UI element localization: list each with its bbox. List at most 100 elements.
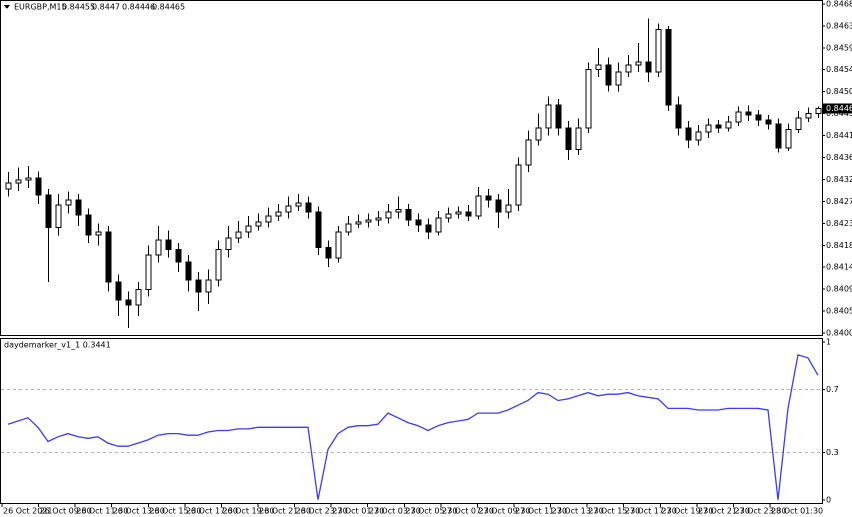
candle-body	[315, 211, 322, 249]
candle-body	[535, 127, 542, 141]
header-open: 0.84455	[62, 3, 95, 12]
x-tick-label: 26 Oct 2021	[3, 507, 52, 516]
y-tick-label: 0.84095	[826, 285, 852, 294]
candle-body	[505, 204, 512, 213]
candle-body	[365, 219, 372, 223]
x-tick-label: 27 Oct 05:30	[405, 507, 457, 516]
candle-body	[165, 239, 172, 251]
y-tick-label: 0.7	[826, 385, 839, 394]
x-tick-label: 27 Oct 13:30	[552, 507, 604, 516]
candle-body	[815, 108, 822, 115]
candle-body	[555, 104, 562, 129]
candle-body	[235, 231, 242, 239]
candle-body	[465, 211, 472, 217]
candle-body	[115, 281, 122, 301]
y-tick-label: 0.84545	[826, 65, 852, 74]
x-tick-label: 27 Oct 03:30	[369, 507, 421, 516]
candle-body	[565, 127, 572, 151]
candle-body	[445, 213, 452, 219]
x-tick-label: 27 Oct 23:30	[734, 507, 786, 516]
candle-body	[655, 29, 662, 73]
header-close: 0.84465	[152, 3, 185, 12]
x-tick-label: 26 Oct 11:30	[76, 507, 128, 516]
candle-body	[775, 123, 782, 149]
candle-body	[25, 177, 32, 181]
candle-body	[335, 231, 342, 259]
candle-body	[375, 217, 382, 221]
candle-body	[435, 217, 442, 233]
x-tick-label: 27 Oct 19:30	[661, 507, 713, 516]
x-tick-label: 26 Oct 13:30	[113, 507, 165, 516]
menu-triangle[interactable]	[4, 5, 10, 9]
candle-body	[785, 129, 792, 149]
candle-body	[355, 221, 362, 225]
candle-body	[245, 225, 252, 233]
x-tick-label: 27 Oct 09:30	[478, 507, 530, 516]
candle-body	[645, 61, 652, 73]
candle-body	[305, 202, 312, 213]
candle-body	[15, 179, 22, 184]
x-tick-label: 26 Oct 19:30	[222, 507, 274, 516]
candle-body	[675, 104, 682, 129]
candle-body	[805, 113, 812, 119]
candle-body	[515, 164, 522, 206]
candle-body	[145, 254, 152, 291]
candle-body	[205, 279, 212, 293]
candle-body	[755, 114, 762, 121]
header-low: 0.84446	[122, 3, 155, 12]
candle-body	[135, 289, 142, 306]
candle-body	[5, 182, 12, 190]
candle-body	[325, 247, 332, 259]
candle-body	[725, 121, 732, 129]
candle-body	[65, 199, 72, 206]
x-tick-label: 28 Oct 01:30	[771, 507, 823, 516]
y-tick-label: 0.84275	[826, 197, 852, 206]
candle-body	[455, 211, 462, 215]
candle-body	[795, 117, 802, 131]
candle-body	[765, 119, 772, 125]
y-tick-label: 0.84185	[826, 241, 852, 250]
candle-body	[585, 69, 592, 129]
candle-body	[595, 64, 602, 71]
x-tick-label: 26 Oct 09:30	[40, 507, 92, 516]
x-tick-label: 27 Oct 17:30	[625, 507, 677, 516]
x-tick-label: 27 Oct 07:30	[442, 507, 494, 516]
candle-body	[495, 199, 502, 213]
x-tick-label: 26 Oct 17:30	[186, 507, 238, 516]
candle-body	[265, 215, 272, 223]
candle-body	[215, 249, 222, 281]
candle-body	[475, 195, 482, 217]
candle-body	[45, 194, 52, 229]
candle-body	[575, 127, 582, 151]
candle-body	[195, 279, 202, 293]
candle-body	[255, 221, 262, 227]
candle-body	[415, 219, 422, 226]
candle-body	[175, 249, 182, 263]
candle-body	[545, 104, 552, 129]
candle-body	[285, 205, 292, 213]
candle-body	[55, 204, 62, 229]
candle-body	[395, 209, 402, 213]
candle-body	[85, 214, 92, 236]
current-price-label: 0.84465	[826, 104, 852, 113]
candle-body	[75, 199, 82, 216]
candle-body	[485, 195, 492, 201]
x-tick-label: 26 Oct 21:30	[259, 507, 311, 516]
candle-body	[275, 211, 282, 217]
symbol-title: EURGBP,M15	[14, 3, 67, 12]
candle-body	[715, 124, 722, 129]
y-tick-label: 0	[826, 495, 831, 504]
indicator-title: daydemarker_v1_1 0.3441	[4, 341, 111, 350]
candle-body	[635, 61, 642, 66]
candle-body	[625, 64, 632, 73]
y-tick-label: 0.84365	[826, 153, 852, 162]
candle-body	[615, 71, 622, 86]
